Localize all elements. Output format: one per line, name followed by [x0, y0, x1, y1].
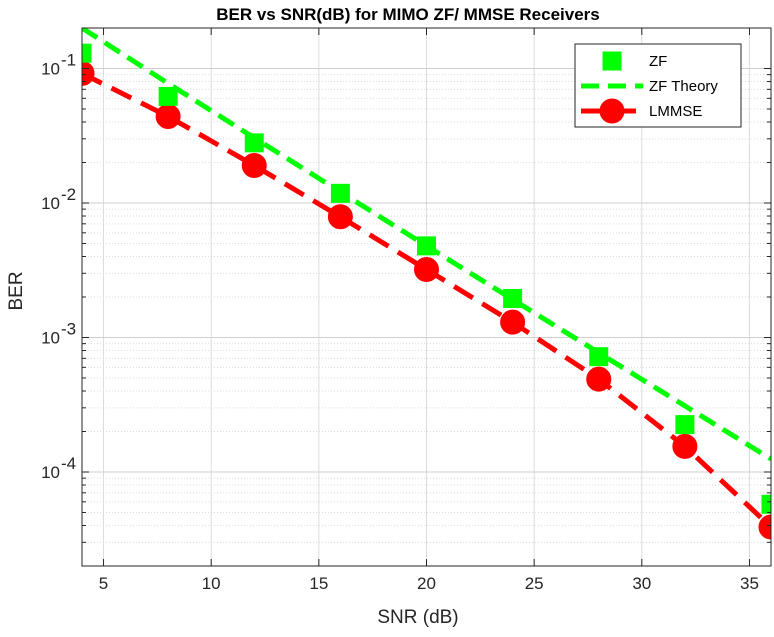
x-tick-label: 25	[525, 574, 544, 593]
legend: ZF ZF Theory LMMSE	[574, 43, 742, 128]
y-axis-label: BER	[6, 271, 27, 310]
legend-label-zf-theory: ZF Theory	[649, 78, 718, 95]
data-point-lmmse	[500, 309, 526, 335]
data-point-lmmse	[155, 103, 181, 129]
y-tick-label: 10	[41, 194, 60, 213]
data-point-lmmse	[586, 366, 612, 392]
data-point-zf	[244, 133, 264, 153]
data-point-lmmse	[327, 204, 353, 230]
legend-item-zf-theory: ZF Theory	[581, 78, 718, 95]
data-point-lmmse	[758, 514, 771, 540]
data-point-zf	[158, 86, 178, 106]
y-tick-label-exponent: -4	[61, 454, 76, 473]
series-zf	[82, 43, 771, 514]
legend-label-zf: ZF	[649, 53, 667, 70]
data-point-zf	[761, 494, 771, 514]
data-point-lmmse	[414, 257, 439, 283]
minor-grid	[82, 74, 771, 543]
y-tick-label: 10	[41, 59, 60, 78]
y-tick-label-exponent: -3	[61, 319, 76, 338]
data-point-zf	[417, 236, 436, 256]
data-point-zf	[675, 415, 695, 435]
legend-item-zf: ZF	[602, 51, 667, 71]
data-point-zf	[589, 347, 609, 367]
legend-label-lmmse: LMMSE	[649, 103, 702, 120]
x-tick-label: 5	[99, 574, 108, 593]
x-tick-label: 10	[202, 574, 221, 593]
data-point-lmmse	[241, 152, 267, 178]
data-point-lmmse	[672, 433, 698, 459]
x-tick-label: 20	[417, 574, 436, 593]
x-axis-label: SNR (dB)	[377, 607, 458, 628]
x-tick-label: 15	[309, 574, 328, 593]
major-grid	[82, 28, 771, 566]
legend-marker-lmmse	[599, 98, 625, 124]
data-point-lmmse	[82, 60, 95, 86]
y-tick-label: 10	[41, 463, 60, 482]
legend-item-lmmse: LMMSE	[581, 98, 702, 124]
y-tick-label-exponent: -2	[61, 185, 76, 204]
data-point-zf	[82, 43, 92, 63]
y-tick-label-exponent: -1	[61, 50, 76, 69]
x-tick-label: 30	[632, 574, 651, 593]
data-point-zf	[503, 288, 523, 308]
legend-marker-zf	[602, 51, 622, 71]
y-tick-label: 10	[41, 328, 60, 347]
x-tick-label: 35	[740, 574, 759, 593]
series-lmmse	[82, 60, 771, 540]
series-layer	[82, 28, 771, 540]
chart-title: BER vs SNR(dB) for MIMO ZF/ MMSE Receive…	[216, 5, 600, 24]
data-point-zf	[330, 183, 350, 203]
